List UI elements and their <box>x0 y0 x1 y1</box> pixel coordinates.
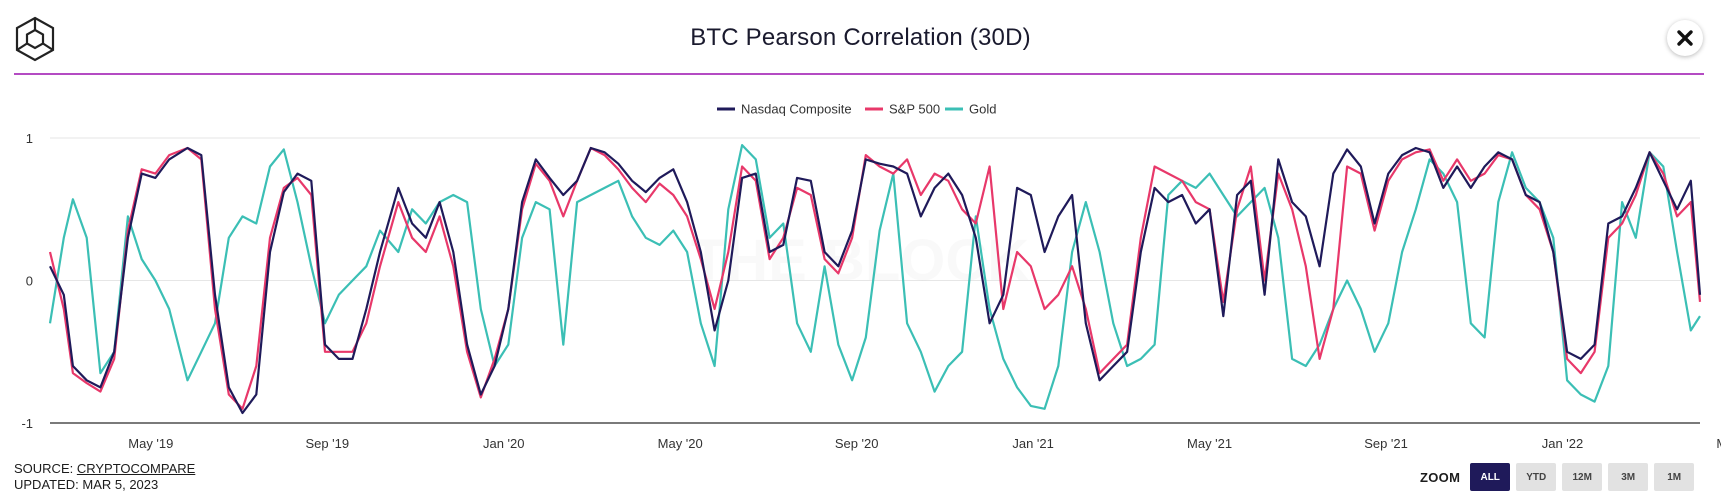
correlation-chart: Nasdaq Composite S&P 500 Gold THE BLOCK 10… <box>21 102 1721 452</box>
x-tick-label: May '21 <box>1187 436 1232 451</box>
chart-title: BTC Pearson Correlation (30D) <box>690 24 1031 51</box>
x-tick-label: May '19 <box>128 436 173 451</box>
chart-grid <box>50 137 1700 424</box>
x-tick-label: Sep '20 <box>835 436 879 451</box>
close-button[interactable] <box>1667 20 1703 56</box>
header-divider <box>14 73 1704 75</box>
chart-header: BTC Pearson Correlation (30D) <box>0 0 1721 75</box>
zoom-ytd-button[interactable]: YTD <box>1516 463 1557 491</box>
x-tick-label: Jan '21 <box>1012 436 1054 451</box>
x-tick-label: Jan '22 <box>1542 436 1584 451</box>
x-axis: May '19 Sep '19 Jan '20 May '20 Sep '20 Jan '… <box>128 436 1721 451</box>
series-line-nasdaq-composite <box>49 146 1702 415</box>
series-lines <box>48 144 1702 415</box>
source-link[interactable]: CRYPTOCOMPARE <box>76 461 196 476</box>
legend-label-gold: Gold <box>969 102 996 117</box>
legend-label-s-p-500: S&P 500 <box>889 102 940 117</box>
legend-label-nasdaq-composite: Nasdaq Composite <box>741 102 852 117</box>
zoom-controls: ZOOM ALL YTD 12M 3M 1M <box>1420 463 1700 491</box>
the-block-logo-icon <box>15 16 55 62</box>
y-tick-label: 0 <box>26 274 33 289</box>
series-line-gold <box>48 144 1701 410</box>
y-tick-label: -1 <box>21 416 33 431</box>
zoom-label: ZOOM <box>1420 469 1461 485</box>
y-tick-label: 1 <box>26 131 33 146</box>
updated-date: UPDATED: MAR 5, 2023 <box>14 477 159 492</box>
x-tick-label: Sep '19 <box>305 436 349 451</box>
zoom-3m-button[interactable]: 3M <box>1608 463 1649 491</box>
x-tick-label: May '22 <box>1716 436 1721 451</box>
x-tick-label: Jan '20 <box>483 436 525 451</box>
source-prefix: SOURCE: <box>14 461 77 476</box>
y-axis: 1 0 -1 <box>21 131 33 431</box>
series-line-s-p-500 <box>48 146 1702 410</box>
close-icon <box>1677 30 1693 46</box>
zoom-12m-button[interactable]: 12M <box>1562 463 1603 491</box>
chart-legend[interactable]: Nasdaq Composite S&P 500 Gold <box>717 102 996 117</box>
x-tick-label: Sep '21 <box>1364 436 1408 451</box>
x-tick-label: May '20 <box>658 436 703 451</box>
zoom-all-button[interactable]: ALL <box>1470 463 1511 491</box>
zoom-1m-button[interactable]: 1M <box>1654 463 1695 491</box>
source-info: SOURCE: CRYPTOCOMPARE UPDATED: MAR 5, 20… <box>14 461 195 493</box>
